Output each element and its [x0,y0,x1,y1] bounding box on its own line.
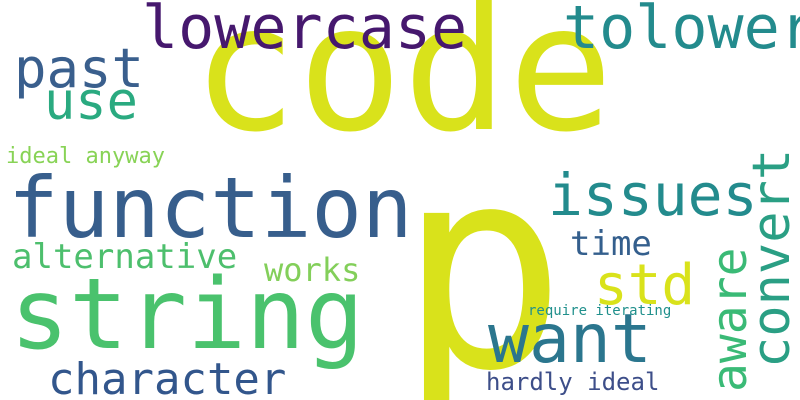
word-lowercase: lowercase [142,0,468,63]
word-past: past [14,37,145,100]
word-works: works [264,251,361,289]
word-code: code [192,0,614,171]
word-issues: issues [548,161,758,229]
word-hardly-ideal: hardly ideal [486,368,660,396]
word-aware: aware [702,247,758,393]
word-string: string [10,258,365,372]
word-std: std [594,253,696,318]
word-use: use [44,72,138,132]
word-want: want [488,300,652,379]
word-character: character [48,354,287,400]
word-time: time [570,224,652,264]
word-function: function [8,159,413,257]
word-alternative: alternative [12,237,238,277]
word-require-iterating: require iterating [528,303,672,319]
word-ideal-anyway: ideal anyway [6,144,165,169]
word-p: p [398,107,567,400]
word-tolower: tolower [563,0,800,63]
